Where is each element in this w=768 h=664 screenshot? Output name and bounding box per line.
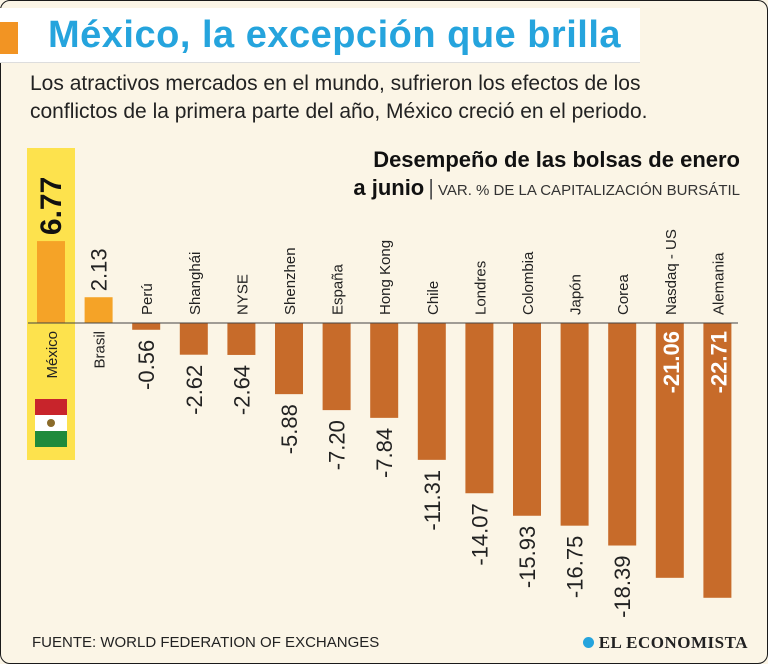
category-label-brasil: Brasil [92, 331, 109, 369]
chart-title-line2: a junio [353, 175, 425, 200]
bar-alemania [703, 323, 732, 598]
category-label-japon: Japón [568, 274, 585, 315]
flag-icon-emblem [47, 419, 55, 427]
category-label-espana: España [330, 263, 347, 315]
source-note: FUENTE: WORLD FEDERATION OF EXCHANGES [32, 634, 380, 651]
bar-shanghai [179, 323, 208, 355]
page-title: México, la excepción que brilla [48, 14, 622, 56]
chart-unit-label: VAR. % DE LA CAPITALIZACIÓN BURSÁTIL [437, 182, 740, 199]
category-label-alemania: Alemania [710, 252, 727, 315]
value-label-brasil: 2.13 [87, 248, 112, 291]
bar-peru [132, 323, 161, 330]
bar-shenzhen [275, 323, 303, 395]
bar-londres [465, 323, 494, 494]
category-label-nasdaq-us: Nasdaq - US [663, 229, 680, 315]
value-label-peru: -0.56 [134, 340, 159, 390]
value-label-japon: -16.75 [563, 536, 588, 598]
flag-icon [35, 399, 67, 415]
category-label-chile: Chile [425, 281, 442, 315]
logo-text: EL ECONOMISTA [598, 633, 748, 652]
title-accent-mark [0, 22, 18, 54]
bar-japon [560, 323, 589, 526]
category-label-peru: Perú [139, 283, 156, 315]
bar-nasdaq-us [655, 323, 684, 578]
value-label-colombia: -15.93 [515, 526, 540, 588]
category-label-colombia: Colombia [520, 251, 537, 315]
bar-nyse [227, 323, 256, 355]
bar-espana [322, 323, 351, 411]
bar-hong-kong [370, 323, 399, 418]
value-label-chile: -11.31 [420, 470, 445, 531]
bar-mexico [37, 241, 65, 323]
publisher-logo: EL ECONOMISTA [582, 633, 748, 653]
category-label-shanghai: Shanghái [187, 252, 204, 315]
value-label-espana: -7.20 [325, 420, 350, 470]
value-label-londres: -14.07 [467, 503, 492, 565]
category-label-londres: Londres [472, 261, 489, 315]
title-bar: México, la excepción que brilla [0, 8, 640, 63]
category-label-mexico: México [44, 331, 61, 379]
bar-chile [417, 323, 446, 460]
chart-title: Desempeño de las bolsas de enero a junio… [353, 147, 740, 200]
bar-corea [608, 323, 637, 546]
category-label-shenzhen: Shenzhen [282, 247, 299, 315]
value-label-nasdaq-us: -21.06 [659, 331, 684, 393]
page-subtitle: Los atractivos mercados en el mundo, suf… [30, 72, 648, 123]
value-label-shenzhen: -5.88 [277, 404, 302, 454]
logo-dot-icon [582, 637, 594, 648]
category-label-nyse: NYSE [234, 274, 251, 315]
value-label-nyse: -2.64 [229, 365, 254, 415]
value-label-alemania: -22.71 [706, 331, 731, 393]
chart-title-line1: Desempeño de las bolsas de enero [373, 147, 740, 172]
category-label-hong-kong: Hong Kong [377, 240, 394, 315]
value-label-corea: -18.39 [610, 556, 635, 618]
bar-brasil [84, 297, 113, 323]
flag-icon-green-stripe [35, 431, 67, 447]
bar-colombia [513, 323, 541, 516]
value-label-shanghai: -2.62 [182, 365, 207, 415]
value-label-hong-kong: -7.84 [372, 428, 397, 478]
category-label-corea: Corea [615, 273, 632, 315]
value-label-mexico: 6.77 [35, 177, 68, 235]
